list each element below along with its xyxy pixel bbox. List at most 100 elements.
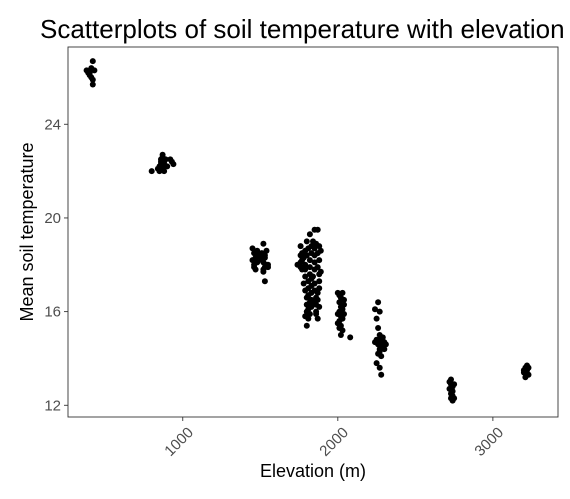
data-point xyxy=(375,299,382,306)
data-point xyxy=(265,261,271,268)
data-point xyxy=(334,320,341,327)
points-layer xyxy=(83,58,532,404)
data-point xyxy=(341,301,347,308)
data-point xyxy=(314,289,321,296)
data-point xyxy=(314,296,321,303)
data-point xyxy=(302,313,309,320)
data-point xyxy=(372,306,378,313)
data-point xyxy=(306,311,313,317)
data-point xyxy=(311,259,318,266)
data-point xyxy=(376,364,383,371)
data-point xyxy=(300,280,307,287)
data-point xyxy=(170,161,177,168)
data-point xyxy=(341,296,347,303)
data-point xyxy=(260,240,267,247)
data-point xyxy=(249,245,256,252)
data-point xyxy=(317,247,324,254)
data-point xyxy=(261,252,268,259)
data-point xyxy=(306,257,313,264)
y-tick-label: 16 xyxy=(44,304,61,321)
data-point xyxy=(148,168,155,175)
data-point xyxy=(161,158,168,165)
data-point xyxy=(159,163,166,170)
data-point xyxy=(524,371,530,378)
data-point xyxy=(249,257,256,264)
data-point xyxy=(448,376,454,383)
data-point xyxy=(297,243,304,250)
data-point xyxy=(252,266,259,273)
y-tick-label: 20 xyxy=(44,210,61,227)
y-tick-label: 12 xyxy=(44,397,61,414)
data-point xyxy=(375,325,382,331)
data-point xyxy=(313,311,320,317)
data-point xyxy=(261,278,268,285)
data-point xyxy=(337,332,344,338)
data-point xyxy=(373,315,380,322)
x-tick-label: 1000 xyxy=(161,424,197,460)
plot-panel xyxy=(67,46,559,418)
data-point xyxy=(451,381,458,388)
data-point xyxy=(372,339,378,346)
data-point xyxy=(314,264,321,271)
data-point xyxy=(336,299,343,306)
data-point xyxy=(336,325,343,331)
data-point xyxy=(89,76,96,83)
data-point xyxy=(341,311,347,317)
data-point xyxy=(379,334,386,341)
data-point xyxy=(448,395,454,402)
x-tick-label: 2000 xyxy=(316,424,352,460)
data-point xyxy=(311,226,318,233)
y-axis-title: Mean soil temperature xyxy=(17,142,37,321)
data-point xyxy=(303,322,310,329)
chart-title: Scatterplots of soil temperature with el… xyxy=(40,14,565,44)
data-point xyxy=(164,163,171,170)
data-point xyxy=(310,299,316,306)
data-point xyxy=(347,334,354,341)
data-point xyxy=(263,247,270,254)
data-point xyxy=(339,315,346,322)
data-point xyxy=(311,245,318,252)
data-point xyxy=(311,280,318,287)
data-point xyxy=(339,289,346,296)
data-point xyxy=(91,67,98,74)
data-point xyxy=(316,285,323,292)
x-axis-title: Elevation (m) xyxy=(260,461,366,481)
data-point xyxy=(303,252,310,259)
data-point xyxy=(317,268,324,275)
y-tick-label: 24 xyxy=(44,116,61,133)
data-point xyxy=(446,385,453,392)
data-point xyxy=(376,308,383,315)
data-point xyxy=(316,257,323,264)
data-point xyxy=(257,254,264,261)
data-point xyxy=(339,306,346,313)
data-point xyxy=(520,367,527,374)
data-point xyxy=(308,303,315,310)
data-point xyxy=(310,273,316,280)
data-point xyxy=(251,261,258,268)
x-tick-label: 3000 xyxy=(471,424,507,460)
data-point xyxy=(313,240,320,247)
data-point xyxy=(373,360,380,367)
data-point xyxy=(302,273,309,280)
data-point xyxy=(254,247,261,254)
data-point xyxy=(334,311,341,317)
data-point xyxy=(302,261,309,268)
data-point xyxy=(159,151,166,158)
data-point xyxy=(161,168,168,175)
data-point xyxy=(89,58,96,65)
data-point xyxy=(260,266,267,273)
data-point xyxy=(381,346,388,353)
data-point xyxy=(306,231,313,238)
data-point xyxy=(525,364,532,371)
data-point xyxy=(156,168,163,175)
data-point xyxy=(314,315,321,322)
data-point xyxy=(375,350,382,357)
data-point xyxy=(316,303,323,310)
data-point xyxy=(86,72,93,79)
data-point xyxy=(303,238,310,245)
data-point xyxy=(378,371,385,378)
axes-layer: 12 16 20 24 1000 2000 3000 xyxy=(44,116,507,460)
data-point xyxy=(299,266,306,273)
data-point xyxy=(297,252,304,259)
